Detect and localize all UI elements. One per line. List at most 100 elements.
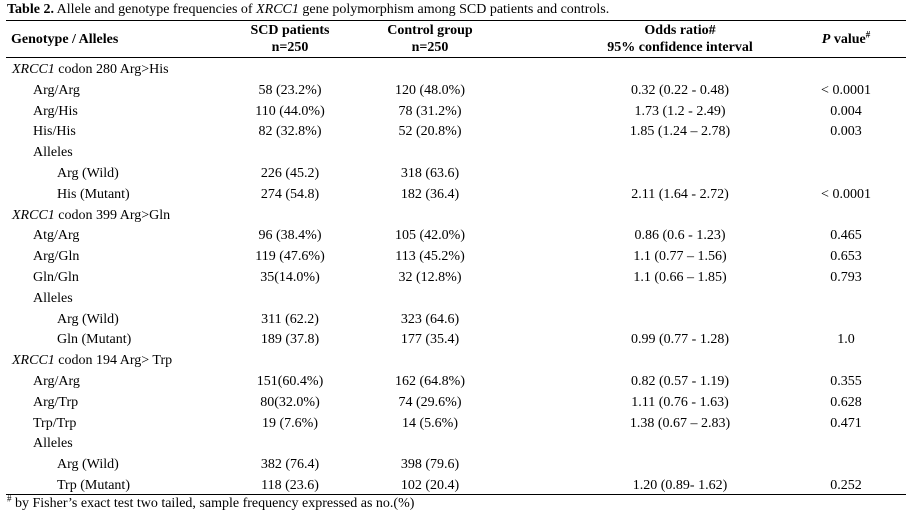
p-value-cell: 0.003 (830, 124, 862, 140)
p-value-cell: 1.0 (837, 332, 855, 348)
control-cell: 323 (64.6) (400, 311, 460, 327)
row-label: Trp (Mutant) (57, 478, 130, 493)
odds-ratio-cell: 0.99 (0.77 - 1.28) (631, 332, 729, 348)
control-cell: 74 (29.6%) (398, 394, 462, 410)
row-label: Alleles (33, 436, 73, 452)
header-p-rest: value (830, 32, 866, 47)
table-row: Arg/Trp 80(32.0%) 74 (29.6%) 1.11 (0.76 - 1… (0, 393, 912, 414)
scd-cell: 58 (23.2%) (258, 82, 322, 98)
section-label: XRCC1 codon 399 Arg>Gln (0, 206, 170, 227)
table-row: Gln/Gln 35(14.0%) 32 (12.8%) 1.1 (0.66 – 1.… (0, 268, 912, 289)
header-p-letter: P (821, 32, 831, 47)
section-row: XRCC1 codon 399 Arg>Gln (0, 206, 912, 227)
row-label: Arg/Arg (33, 82, 80, 98)
header-control: Control group n=250 (355, 22, 505, 56)
section-label: XRCC1 codon 194 Arg> Trp (0, 351, 172, 372)
control-cell: 182 (36.4) (400, 186, 460, 202)
p-value-cell: 0.793 (830, 270, 862, 285)
header-scd: SCD patients n=250 (200, 22, 380, 56)
control-cell: 14 (5.6%) (402, 415, 458, 431)
control-cell: 177 (35.4) (400, 332, 460, 348)
table-row: Arg/Gln 119 (47.6%) 113 (45.2%) 1.1 (0.77 –… (0, 247, 912, 268)
row-label: Arg (Wild) (57, 311, 119, 327)
section-gene: XRCC1 (12, 353, 55, 369)
table-row: Gln (Mutant) 189 (37.8) 177 (35.4) 0.99 (0.… (0, 330, 912, 351)
scd-cell: 226 (45.2) (260, 166, 320, 181)
section-label: XRCC1 codon 280 Arg>His (0, 60, 169, 81)
scd-cell: 96 (38.4%) (258, 228, 322, 244)
row-label: Arg/Trp (33, 394, 79, 410)
p-value-cell: 0.471 (830, 415, 862, 431)
control-cell: 52 (20.8%) (398, 124, 462, 140)
row-label: Atg/Arg (33, 228, 80, 244)
control-cell: 398 (79.6) (400, 457, 460, 473)
control-cell: 102 (20.4) (400, 478, 460, 493)
scd-cell: 311 (62.2) (261, 311, 319, 327)
table-row: His (Mutant) 274 (54.8) 182 (36.4) 2.11 (1.… (0, 185, 912, 206)
header-p-sup: # (865, 29, 871, 40)
row-label: Alleles (33, 290, 73, 306)
table-row: Alleles (0, 143, 912, 164)
table-row: Arg (Wild) 226 (45.2) 318 (63.6) (0, 164, 912, 185)
row-label: Arg/His (33, 103, 78, 119)
table-row: Atg/Arg 96 (38.4%) 105 (42.0%) 0.86 (0.6 - … (0, 226, 912, 247)
odds-ratio-cell: 1.73 (1.2 - 2.49) (634, 103, 726, 119)
caption-label: Table 2. (7, 2, 54, 17)
scd-cell: 189 (37.8) (260, 332, 320, 348)
caption-text-after: gene polymorphism among SCD patients and… (298, 2, 610, 17)
table-row: Arg/Arg 58 (23.2%) 120 (48.0%) 0.32 (0.22 -… (0, 81, 912, 102)
table-row: Arg (Wild) 382 (76.4) 398 (79.6) (0, 455, 912, 476)
scd-cell: 35(14.0%) (260, 270, 320, 285)
control-cell: 105 (42.0%) (395, 228, 465, 244)
footnote-text: by Fisher’s exact test two tailed, sampl… (11, 496, 415, 511)
p-value-cell: 0.004 (830, 103, 862, 119)
scd-cell: 80(32.0%) (260, 394, 320, 410)
scd-cell: 382 (76.4) (260, 457, 320, 473)
scd-cell: 119 (47.6%) (255, 249, 325, 265)
header-or-line1: Odds ratio# (644, 23, 716, 38)
p-value-cell: 0.628 (830, 394, 862, 410)
header-genotype: Genotype / Alleles (11, 32, 119, 47)
scd-cell: 82 (32.8%) (258, 124, 322, 140)
section-row: XRCC1 codon 280 Arg>His (0, 60, 912, 81)
table-row: Alleles (0, 434, 912, 455)
row-label: Gln/Gln (33, 270, 79, 285)
odds-ratio-cell: 1.1 (0.66 – 1.85) (633, 270, 727, 285)
p-value-cell: 0.653 (830, 249, 862, 265)
row-label: Trp/Trp (33, 415, 77, 431)
table-row: Trp/Trp 19 (7.6%) 14 (5.6%) 1.38 (0.67 – 2.… (0, 414, 912, 435)
table-caption: Table 2. Allele and genotype frequencies… (7, 1, 609, 19)
header-control-line1: Control group (387, 23, 473, 38)
odds-ratio-cell: 0.86 (0.6 - 1.23) (634, 228, 726, 244)
section-codon: codon 399 Arg>Gln (54, 207, 171, 223)
row-label: Alleles (33, 145, 73, 161)
scd-cell: 19 (7.6%) (262, 415, 318, 431)
header-scd-line1: SCD patients (250, 23, 330, 38)
scd-cell: 110 (44.0%) (255, 103, 325, 119)
odds-ratio-cell: 0.82 (0.57 - 1.19) (631, 374, 729, 389)
caption-gene: XRCC1 (256, 2, 299, 17)
section-codon: codon 194 Arg> Trp (54, 353, 173, 369)
scd-cell: 151(60.4%) (256, 374, 324, 389)
odds-ratio-cell: 2.11 (1.64 - 2.72) (631, 186, 729, 202)
footnote: # by Fisher’s exact test two tailed, sam… (7, 494, 415, 513)
control-cell: 78 (31.2%) (398, 103, 462, 119)
odds-ratio-cell: 1.20 (0.89- 1.62) (632, 478, 728, 493)
header-odds-ratio: Odds ratio# 95% confidence interval (555, 22, 805, 56)
odds-ratio-cell: 0.32 (0.22 - 0.48) (631, 82, 729, 98)
header-p-value: P value# (790, 29, 902, 48)
control-cell: 318 (63.6) (400, 166, 460, 181)
table-row: Trp (Mutant) 118 (23.6) 102 (20.4) 1.20 (0.… (0, 476, 912, 497)
section-row: XRCC1 codon 194 Arg> Trp (0, 351, 912, 372)
p-value-cell: < 0.0001 (821, 186, 871, 202)
control-cell: 32 (12.8%) (398, 270, 462, 285)
header-or-line2: 95% confidence interval (607, 40, 753, 55)
table-row: Alleles (0, 289, 912, 310)
header-scd-line2: n=250 (271, 40, 309, 55)
caption-text-before: Allele and genotype frequencies of (53, 2, 257, 17)
row-label: Arg/Arg (33, 374, 80, 389)
row-label: Arg (Wild) (57, 166, 119, 181)
control-cell: 120 (48.0%) (395, 82, 465, 98)
header-rule (6, 57, 906, 58)
